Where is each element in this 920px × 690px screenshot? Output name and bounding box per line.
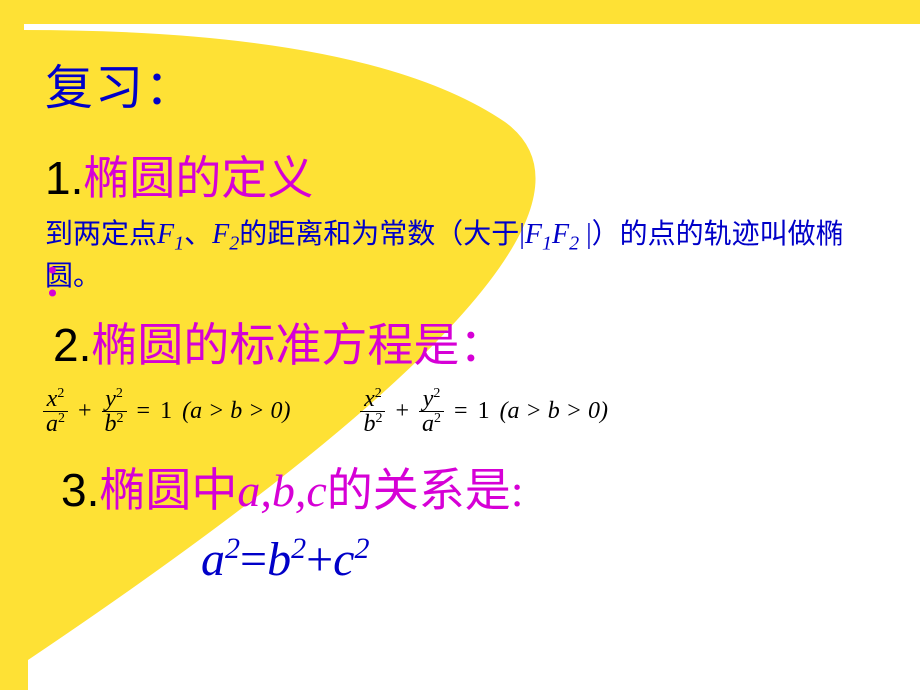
eq2-cond: (a > b > 0) xyxy=(500,398,608,425)
eq1-frac2: y2 b2 xyxy=(102,387,127,436)
eq1-den2sup: 2 xyxy=(117,411,124,426)
eq1-den2: b xyxy=(105,411,117,437)
def-f2sub: 2 xyxy=(229,233,239,255)
eq2-num1: x xyxy=(364,386,375,412)
def-f3sub: 1 xyxy=(542,233,552,255)
eq1-rhs: 1 xyxy=(160,398,172,425)
eq2-den1: b xyxy=(363,411,375,437)
eq2-frac1: x2 b2 xyxy=(360,387,385,436)
eq1-cond: (a > b > 0) xyxy=(182,398,290,425)
rel-eq: = xyxy=(240,533,267,586)
section-1-heading: 1.椭圆的定义 xyxy=(45,142,895,208)
top-yellow-band xyxy=(0,0,920,24)
def-f1sub: 1 xyxy=(174,233,184,255)
section-3-title-p2: 的关系是: xyxy=(327,465,524,516)
def-f1: F xyxy=(157,219,174,250)
eq2-plus: + xyxy=(395,398,409,425)
section-3-title-p1: 椭圆中 xyxy=(99,465,237,516)
section-1-title: 椭圆的定义 xyxy=(83,153,313,204)
eq2-equals: = xyxy=(454,398,468,425)
relation-equation: a2=b2+c2 xyxy=(201,532,895,587)
rel-c-sup: 2 xyxy=(354,532,369,565)
rel-a: a xyxy=(201,533,225,586)
eq1-num2: y xyxy=(105,386,116,412)
eq2-num2sup: 2 xyxy=(433,386,440,401)
slide-content: 复习： 1.椭圆的定义 到两定点F1、F2的距离和为常数（大于|F1F2 |）的… xyxy=(45,48,895,587)
page-title: 复习： xyxy=(45,48,895,118)
def-p3: 的距离和为常数（大于| xyxy=(239,219,525,250)
eq1-num1: x xyxy=(47,386,58,412)
section-1-definition: 到两定点F1、F2的距离和为常数（大于|F1F2 |）的点的轨迹叫做椭圆。 xyxy=(45,216,865,295)
section-1: 1.椭圆的定义 到两定点F1、F2的距离和为常数（大于|F1F2 |）的点的轨迹… xyxy=(45,142,895,295)
rel-c: c xyxy=(333,533,354,586)
equation-2: x2 b2 + y2 a2 = 1 (a > b > 0) xyxy=(360,387,607,436)
def-p2: 、 xyxy=(184,219,212,250)
eq1-num1sup: 2 xyxy=(57,386,64,401)
def-f3: F xyxy=(525,219,542,250)
left-yellow-band xyxy=(0,0,30,690)
rel-plus: + xyxy=(306,533,333,586)
eq2-den1sup: 2 xyxy=(375,411,382,426)
def-f4: F xyxy=(552,219,569,250)
section-3-heading: 3.椭圆中a,b,c的关系是: xyxy=(61,454,895,520)
section-2: 2.椭圆的标准方程是： x2 a2 + y2 b2 = 1 (a > b > 0… xyxy=(53,309,895,436)
eq2-den2sup: 2 xyxy=(434,411,441,426)
eq1-plus: + xyxy=(78,398,92,425)
equation-row: x2 a2 + y2 b2 = 1 (a > b > 0) x2 b2 xyxy=(43,387,895,436)
eq1-den1sup: 2 xyxy=(58,411,65,426)
section-3-number: 3. xyxy=(61,464,99,516)
section-1-colon: ： xyxy=(41,244,87,310)
section-2-heading: 2.椭圆的标准方程是： xyxy=(53,309,895,375)
equation-1: x2 a2 + y2 b2 = 1 (a > b > 0) xyxy=(43,387,290,436)
eq1-equals: = xyxy=(137,398,151,425)
def-f4sub: 2 xyxy=(569,233,579,255)
eq2-num2: y xyxy=(423,386,434,412)
section-3: 3.椭圆中a,b,c的关系是: a2=b2+c2 xyxy=(61,454,895,587)
rel-b-sup: 2 xyxy=(291,532,306,565)
eq2-num1sup: 2 xyxy=(375,386,382,401)
def-f2: F xyxy=(212,219,229,250)
rel-b: b xyxy=(267,533,291,586)
eq2-den2: a xyxy=(422,411,434,437)
eq1-frac1: x2 a2 xyxy=(43,387,68,436)
section-3-vars: a,b,c xyxy=(237,465,326,516)
eq2-frac2: y2 a2 xyxy=(419,387,444,436)
eq1-num2sup: 2 xyxy=(116,386,123,401)
section-1-number: 1. xyxy=(45,152,83,204)
rel-a-sup: 2 xyxy=(225,532,240,565)
section-2-title: 椭圆的标准方程是： xyxy=(91,320,505,371)
eq2-rhs: 1 xyxy=(478,398,490,425)
eq1-den1: a xyxy=(46,411,58,437)
section-2-number: 2. xyxy=(53,319,91,371)
